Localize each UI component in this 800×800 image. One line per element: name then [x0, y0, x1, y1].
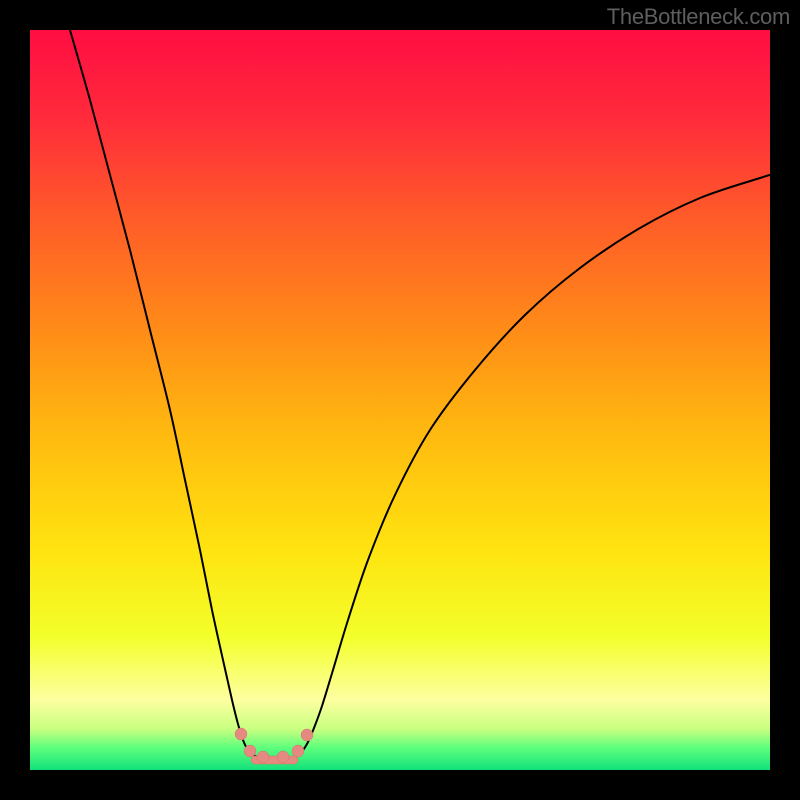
watermark-text: TheBottleneck.com [607, 4, 790, 30]
chart-canvas: TheBottleneck.com [0, 0, 800, 800]
chart-svg [0, 0, 800, 800]
